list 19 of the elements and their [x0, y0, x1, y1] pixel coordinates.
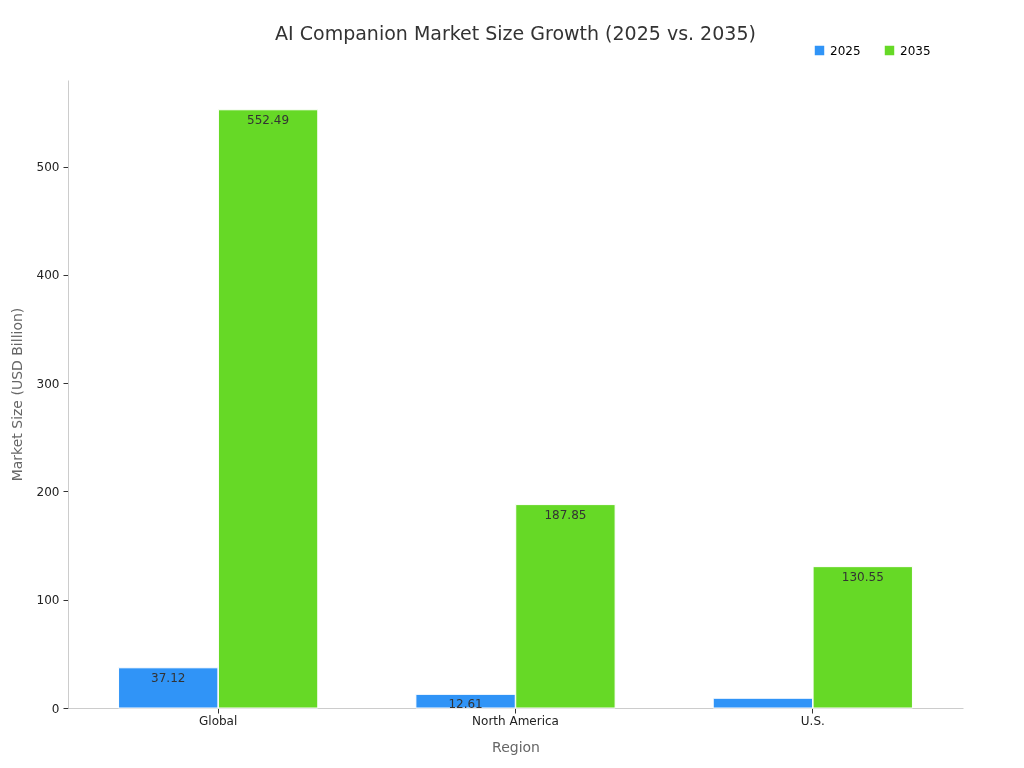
x-tick-label: U.S. — [800, 713, 825, 728]
y-tick-label: 300 — [36, 376, 60, 391]
chart-title: AI Companion Market Size Growth (2025 vs. 2035) — [275, 22, 756, 44]
y-axis-title: Market Size (USD Billion) — [8, 307, 25, 482]
x-tick-label: Global — [199, 713, 238, 728]
legend-label: 2035 — [900, 43, 931, 58]
y-tick-label: 100 — [36, 593, 60, 608]
legend-label: 2025 — [830, 43, 861, 58]
y-tick-label: 500 — [36, 160, 60, 175]
x-axis-title: Region — [492, 738, 540, 755]
data-label: 187.85 — [544, 507, 587, 522]
y-tick-label: 0 — [51, 701, 60, 716]
data-label: 130.55 — [841, 569, 884, 584]
data-label: 552.49 — [247, 112, 290, 127]
data-label: 12.61 — [448, 697, 483, 712]
y-tick-label: 200 — [36, 484, 60, 499]
data-label: 37.12 — [151, 670, 186, 685]
y-tick-label: 400 — [36, 268, 60, 283]
x-tick-label: North America — [472, 713, 559, 728]
